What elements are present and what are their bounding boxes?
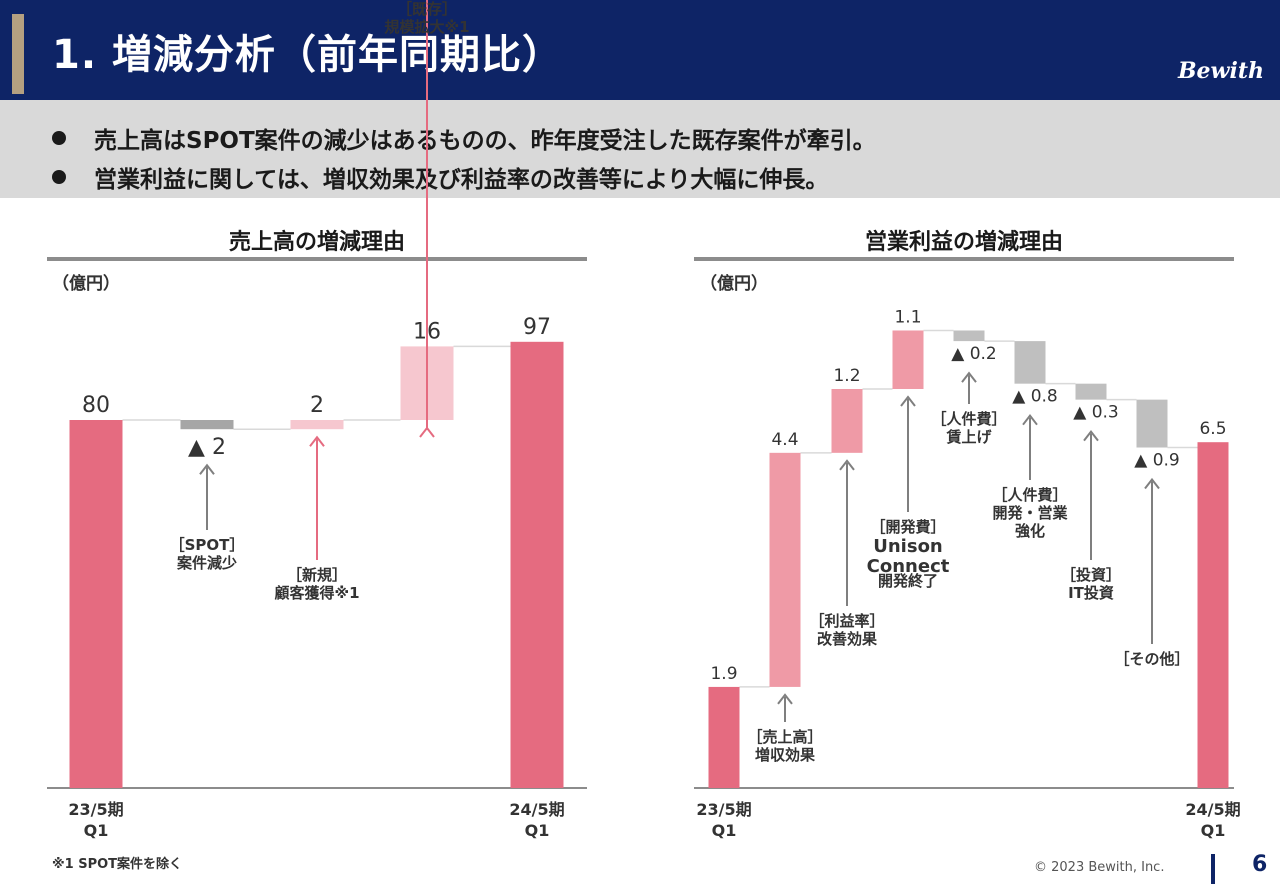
arrow-head-icon bbox=[1083, 430, 1099, 442]
data-label: 1.9 bbox=[710, 664, 737, 684]
page-title: 1. 増減分析（前年同期比） bbox=[52, 32, 563, 78]
x-tick-label: 23/5期 bbox=[696, 800, 751, 819]
annotation-label: 案件減少 bbox=[176, 554, 237, 572]
summary-text: 売上高はSPOT案件の減少はあるものの、昨年度受注した既存案件が牽引。 bbox=[94, 128, 876, 154]
annotation-label: ［利益率］ bbox=[809, 612, 884, 630]
data-label: 1.2 bbox=[833, 366, 860, 386]
waterfall-bar bbox=[769, 452, 801, 687]
right-chart-rule bbox=[694, 257, 1234, 261]
data-label: 97 bbox=[523, 315, 551, 340]
copyright: © 2023 Bewith, Inc. bbox=[1034, 860, 1165, 875]
left-chart-rule bbox=[47, 257, 587, 261]
x-tick-label: Q1 bbox=[84, 821, 109, 840]
summary-item: 営業利益に関しては、増収効果及び利益率の改善等により大幅に伸長。 bbox=[52, 160, 828, 194]
arrow-head-icon bbox=[309, 435, 325, 447]
x-tick-label: Q1 bbox=[712, 821, 737, 840]
waterfall-bar bbox=[1197, 442, 1229, 788]
waterfall-bar bbox=[1136, 399, 1168, 448]
arrow-head-icon bbox=[961, 371, 977, 383]
right-chart-title: 営業利益の増減理由 bbox=[864, 230, 1063, 255]
annotation-label: 開発終了 bbox=[878, 572, 938, 590]
data-label: ▲ 0.2 bbox=[951, 344, 997, 364]
page-number-separator bbox=[1211, 854, 1215, 884]
annotation-label: ［投資］ bbox=[1061, 566, 1121, 584]
annotation-label: ［人件費］ bbox=[992, 486, 1067, 504]
arrow-head-icon bbox=[419, 426, 435, 438]
header-bar bbox=[0, 0, 1280, 100]
x-tick-label: Q1 bbox=[525, 821, 550, 840]
arrow-head-icon bbox=[1144, 477, 1160, 490]
data-label: 4.4 bbox=[771, 430, 798, 450]
bullet-icon bbox=[52, 131, 66, 145]
x-tick-label: 23/5期 bbox=[68, 800, 123, 819]
annotation-label: ［人件費］ bbox=[931, 410, 1006, 428]
annotation-label: ［新規］ bbox=[287, 566, 347, 584]
data-label: 6.5 bbox=[1199, 419, 1226, 439]
data-label: 80 bbox=[82, 393, 110, 418]
annotation-label: ［その他］ bbox=[1114, 650, 1189, 668]
data-label: 2 bbox=[310, 393, 324, 418]
data-label: ▲ 2 bbox=[188, 435, 226, 460]
waterfall-bar bbox=[1014, 341, 1046, 384]
waterfall-bar bbox=[180, 420, 234, 430]
data-label: ▲ 0.3 bbox=[1073, 403, 1119, 423]
annotation-label: 強化 bbox=[1015, 522, 1045, 540]
waterfall-bar bbox=[953, 330, 985, 342]
x-tick-label: 24/5期 bbox=[1185, 800, 1240, 819]
summary-text: 営業利益に関しては、増収効果及び利益率の改善等により大幅に伸長。 bbox=[94, 167, 829, 193]
waterfall-bar bbox=[708, 686, 740, 788]
right-chart-unit: （億円） bbox=[700, 274, 768, 294]
annotation-label: 顧客獲得※1 bbox=[274, 584, 359, 602]
waterfall-bar bbox=[69, 420, 123, 788]
annotation-label: Unison bbox=[873, 536, 943, 557]
annotation-label: 開発・営業 bbox=[992, 504, 1068, 522]
arrow-head-icon bbox=[900, 395, 916, 407]
waterfall-bar bbox=[510, 341, 564, 788]
annotation-label: ［開発費］ bbox=[870, 518, 945, 536]
waterfall-bar bbox=[290, 420, 344, 430]
x-tick-label: 24/5期 bbox=[509, 800, 564, 819]
annotation-label: Connect bbox=[867, 556, 950, 577]
arrow-head-icon bbox=[199, 463, 215, 475]
left-chart-unit: （億円） bbox=[52, 274, 120, 294]
summary-box bbox=[0, 100, 1280, 198]
x-tick-label: Q1 bbox=[1201, 821, 1226, 840]
annotation-label: 賃上げ bbox=[945, 428, 992, 446]
data-label: 1.1 bbox=[894, 307, 921, 327]
bewith-logo: Bewith bbox=[1177, 58, 1264, 84]
footnote: ※1 SPOT案件を除く bbox=[52, 857, 183, 872]
waterfall-bar bbox=[1075, 383, 1107, 400]
annotation-label: ［売上高］ bbox=[747, 728, 822, 746]
annotation-label: IT投資 bbox=[1068, 584, 1114, 602]
waterfall-bar bbox=[831, 389, 863, 453]
annotation-label: ［SPOT］ bbox=[170, 536, 245, 554]
annotation-label: 増収効果 bbox=[755, 746, 816, 764]
arrow-head-icon bbox=[839, 459, 855, 471]
page-number: 6 bbox=[1252, 852, 1268, 877]
summary-item: 売上高はSPOT案件の減少はあるものの、昨年度受注した既存案件が牽引。 bbox=[52, 121, 876, 155]
annotation-label: ［既存］ bbox=[397, 0, 457, 18]
annotation-label: 規模拡大※1 bbox=[384, 18, 469, 36]
annotation-label: 改善効果 bbox=[817, 630, 878, 648]
waterfall-bar bbox=[892, 330, 924, 389]
data-label: ▲ 0.9 bbox=[1134, 451, 1180, 471]
data-label: ▲ 0.8 bbox=[1012, 387, 1058, 407]
arrow-head-icon bbox=[1022, 414, 1038, 426]
arrow-head-icon bbox=[777, 693, 793, 705]
bullet-icon bbox=[52, 170, 66, 184]
left-chart-title: 売上高の増減理由 bbox=[228, 230, 405, 255]
header-accent-bar bbox=[12, 14, 24, 94]
